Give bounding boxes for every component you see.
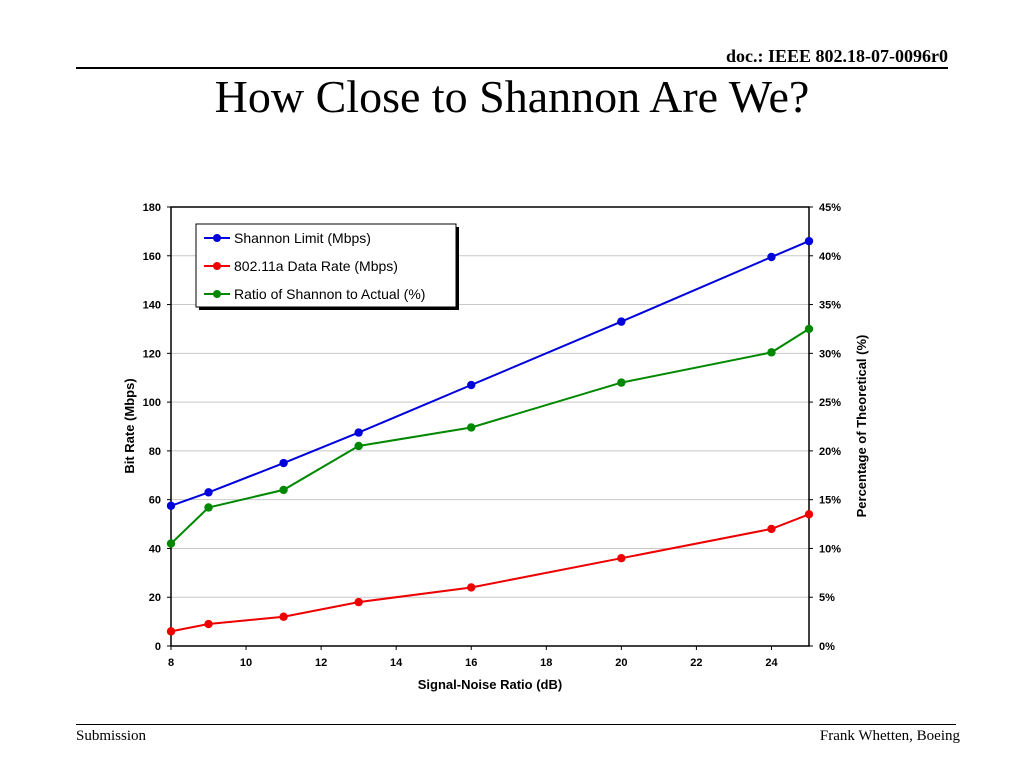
footer-rule — [76, 724, 956, 725]
y2-axis-label: Percentage of Theoretical (%) — [854, 335, 869, 518]
axes: 0 20 40 60 80 100 120 140 160 180 0% 5% 10% 15% 20% 25%… — [143, 202, 842, 669]
series-1-point-0 — [166, 627, 176, 636]
y-tick-label: 160 — [143, 251, 161, 263]
series-1-point-5 — [617, 554, 626, 563]
y2-tick-label: 10% — [819, 543, 841, 555]
x-tick-label: 8 — [168, 657, 174, 669]
y-axis-label: Bit Rate (Mbps) — [122, 378, 137, 473]
series-1-point-7 — [804, 510, 814, 519]
y-tick-label: 140 — [143, 300, 161, 312]
y2-tick-label: 20% — [819, 446, 841, 458]
y2-tick-label: 15% — [819, 495, 841, 507]
y-tick-label: 180 — [143, 202, 161, 214]
legend-swatch-marker-0 — [213, 234, 221, 242]
series-1-point-6 — [767, 524, 776, 534]
y-tick-label: 100 — [143, 397, 161, 409]
series-0-point-4 — [467, 380, 476, 390]
y2-tick-label: 25% — [819, 397, 841, 409]
series-1-point-1 — [204, 619, 213, 629]
y2-tick-label: 30% — [819, 348, 841, 360]
series-0-point-6 — [767, 252, 776, 262]
series-2-point-6 — [767, 348, 776, 357]
series-0-point-1 — [204, 488, 213, 497]
y-tick-label: 80 — [149, 446, 161, 458]
series-line-0 — [170, 240, 810, 507]
series-2-point-1 — [204, 503, 213, 512]
series-layer — [166, 236, 814, 636]
series-0-point-3 — [354, 428, 363, 437]
series-0-point-2 — [279, 458, 288, 468]
y2-tick-label: 0% — [819, 641, 835, 653]
legend-box — [195, 223, 457, 308]
series-1-point-4 — [467, 583, 476, 592]
legend-swatch-marker-1 — [213, 262, 221, 270]
series-line-1 — [170, 513, 810, 633]
series-2-point-4 — [467, 423, 476, 432]
series-0-point-0 — [166, 501, 176, 510]
series-1-point-2 — [279, 612, 288, 621]
series-2-point-5 — [617, 378, 626, 387]
y-tick-label: 20 — [149, 592, 161, 604]
series-2-point-7 — [804, 324, 814, 334]
legend-swatch-marker-2 — [213, 290, 221, 298]
plot-frame — [170, 206, 810, 647]
x-axis-label: Signal-Noise Ratio (dB) — [418, 677, 562, 692]
legend: Shannon Limit (Mbps) 802.11a Data Rate (M… — [195, 223, 459, 310]
x-tick-label: 18 — [540, 657, 552, 669]
x-tick-label: 10 — [240, 657, 252, 669]
slide-title: How Close to Shannon Are We? — [214, 71, 810, 122]
x-tick-label: 12 — [315, 657, 327, 669]
y-tick-label: 0 — [155, 641, 161, 653]
y2-tick-label: 45% — [819, 202, 841, 214]
x-tick-label: 16 — [465, 657, 477, 669]
series-1-point-3 — [354, 597, 363, 607]
y-tick-label: 40 — [149, 543, 161, 555]
legend-label-1: 802.11a Data Rate (Mbps) — [234, 258, 398, 274]
x-tick-label: 22 — [690, 657, 702, 669]
series-0-point-7 — [804, 236, 814, 246]
legend-label-2: Ratio of Shannon to Actual (%) — [234, 286, 425, 302]
x-tick-label: 14 — [390, 657, 403, 669]
footer-author: Frank Whetten, Boeing — [819, 728, 960, 744]
series-2-point-2 — [279, 485, 288, 495]
series-2-point-3 — [354, 441, 363, 451]
header-rule — [76, 67, 948, 69]
legend-label-0: Shannon Limit (Mbps) — [234, 230, 371, 246]
y-tick-label: 60 — [149, 495, 161, 507]
y-tick-label: 120 — [143, 348, 161, 360]
footer-submission: Submission — [76, 728, 147, 744]
document-id: doc.: IEEE 802.18-07-0096r0 — [726, 46, 948, 66]
y2-tick-label: 5% — [819, 592, 835, 604]
y2-tick-label: 35% — [819, 300, 841, 312]
x-tick-label: 24 — [765, 657, 778, 669]
y2-tick-label: 40% — [819, 251, 841, 263]
series-2-point-0 — [166, 539, 176, 548]
x-tick-label: 20 — [615, 657, 627, 669]
series-0-point-5 — [617, 317, 626, 326]
series-line-2 — [170, 328, 810, 545]
